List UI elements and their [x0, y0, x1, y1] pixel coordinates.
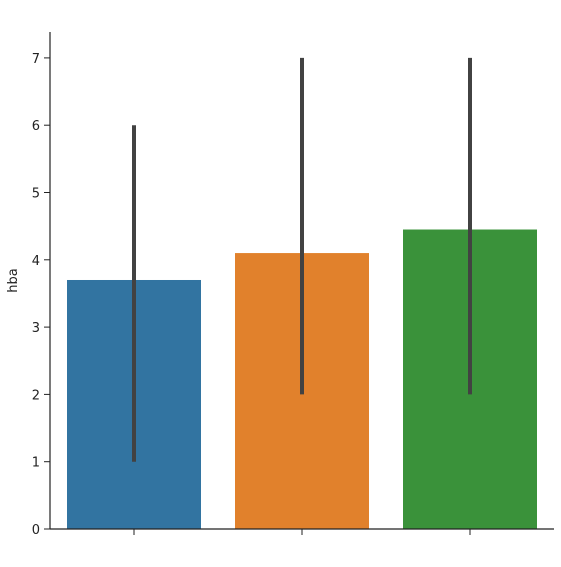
y-tick-label-6: 6 [32, 119, 40, 134]
y-tick-label-4: 4 [32, 254, 40, 269]
x-ticks-group [133, 529, 471, 535]
y-tick-label-0: 0 [32, 523, 40, 538]
y-tick-label-7: 7 [32, 52, 40, 67]
y-tick-label-1: 1 [32, 456, 40, 471]
y-tick-label-2: 2 [32, 388, 40, 403]
error-bars-group [132, 57, 472, 462]
y-tick-label-5: 5 [32, 187, 40, 202]
y-tick-label-3: 3 [32, 321, 40, 336]
y-ticks-group: 0 1 2 3 4 5 6 7 [32, 52, 50, 538]
y-axis-label: hba [6, 268, 21, 292]
